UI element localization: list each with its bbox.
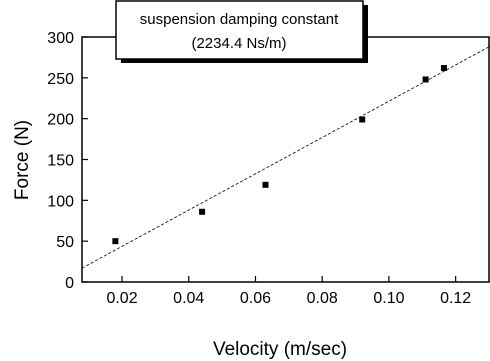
y-axis-title: Force (N) [12,120,33,200]
data-point-1 [112,238,119,245]
y-tick-label: 250 [47,71,74,88]
fit-line [81,46,490,269]
data-point-6 [440,65,447,72]
x-tick-label: 0.12 [440,290,471,307]
y-tick-label: 200 [47,112,74,129]
y-axis-ticks: 0 50 100 150 200 250 300 [47,30,88,292]
y-tick-label: 300 [47,30,74,47]
data-point-2 [199,208,206,215]
x-tick-label: 0.02 [106,290,137,307]
annotation-box: suspension damping constant (2234.4 Ns/m… [115,0,368,63]
x-tick-label: 0.04 [173,290,204,307]
y-tick-label: 50 [56,234,74,251]
annotation-panel [115,0,364,60]
data-point-4 [359,116,366,123]
y-tick-label: 150 [47,153,74,170]
x-tick-label: 0.06 [240,290,271,307]
fit-line-layer [81,46,490,269]
y-tick-label: 100 [47,193,74,210]
x-axis-title: Velocity (m/sec) [213,339,347,360]
annotation-line-1: suspension damping constant [140,11,339,28]
y-tick-label: 0 [65,275,74,292]
x-tick-label: 0.10 [373,290,404,307]
data-point-5 [422,76,429,83]
x-tick-label: 0.08 [307,290,338,307]
annotation-line-2: (2234.4 Ns/m) [191,35,286,52]
plot-frame [81,36,490,283]
x-axis-ticks: 0.02 0.04 0.06 0.08 0.10 0.12 [106,276,471,307]
data-point-3 [262,181,269,188]
data-points-layer [112,65,447,245]
